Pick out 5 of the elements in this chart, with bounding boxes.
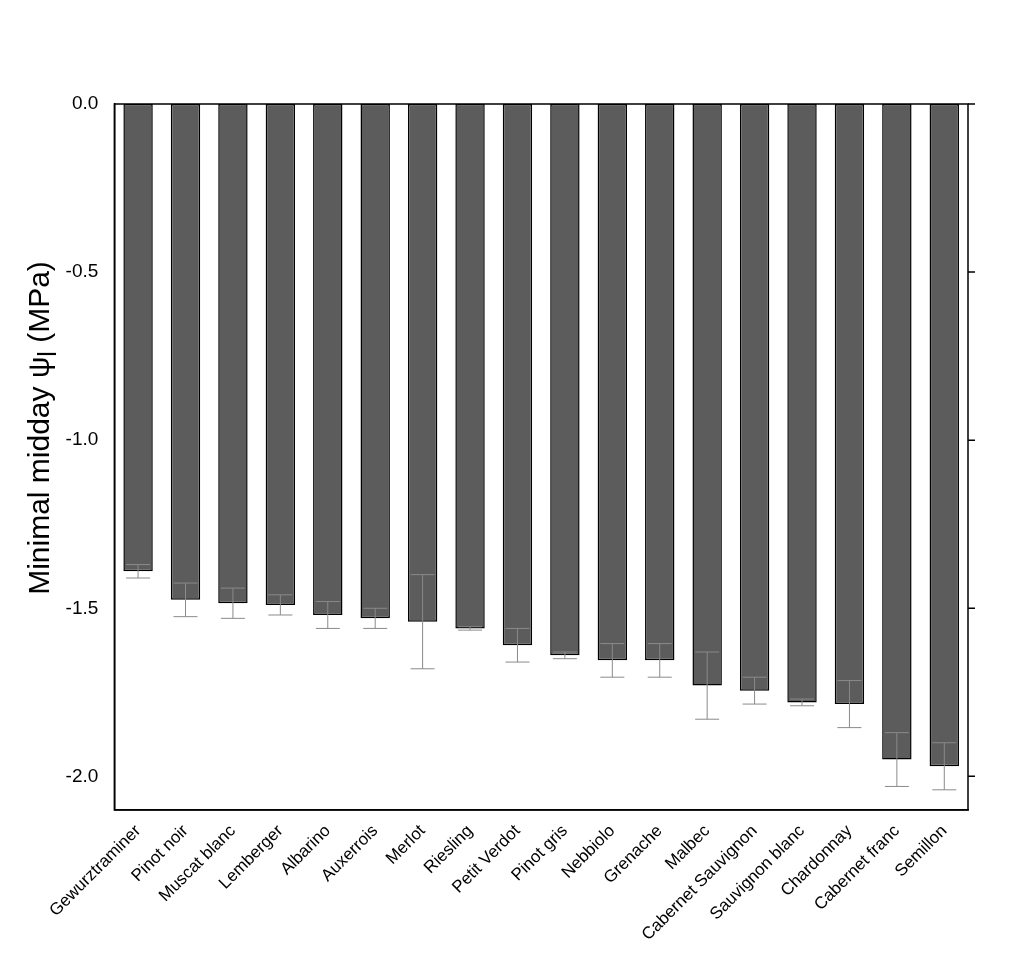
- y-tick-label: -2.0: [65, 764, 99, 786]
- y-tick-label: -0.5: [65, 260, 99, 282]
- y-tick-label: -1.5: [65, 596, 99, 618]
- y-tick-label: -1.0: [65, 428, 99, 450]
- y-tick-label: 0.0: [71, 92, 99, 114]
